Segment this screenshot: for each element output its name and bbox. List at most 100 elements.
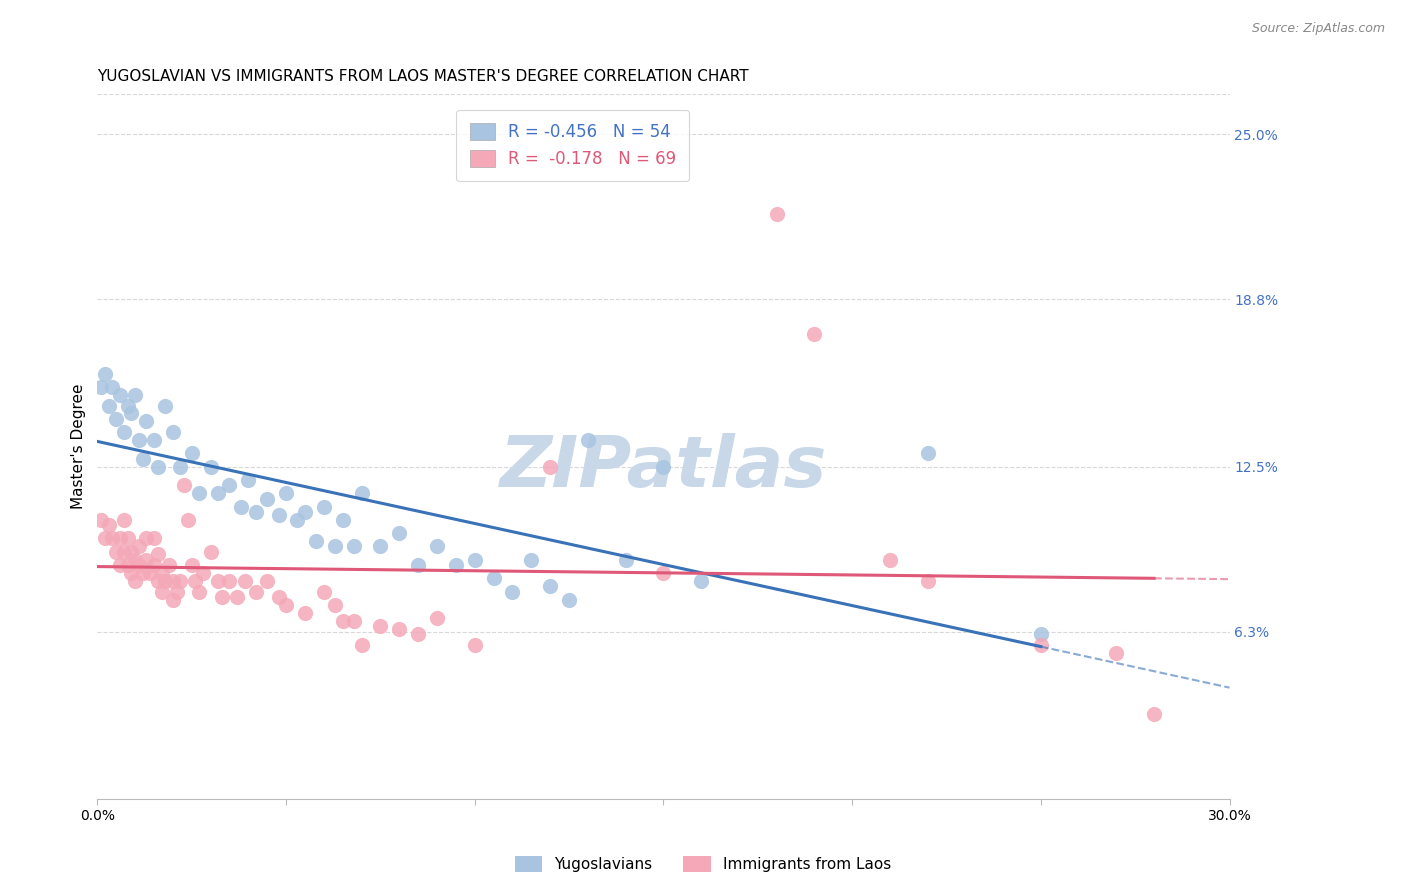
Point [97,399,120,413]
Point [1029,638,1052,652]
Point [464,638,486,652]
Point [238,473,260,487]
Point [180,558,202,572]
Point [229,500,252,514]
Point [146,548,169,562]
Point [143,558,166,572]
Point [426,540,449,554]
Point [94,532,117,546]
Point [117,532,139,546]
Point [426,611,449,625]
Point [191,566,214,580]
Point [294,606,316,620]
Point [162,592,184,607]
Point [112,425,135,439]
Point [200,459,222,474]
Point [90,513,112,527]
Point [1029,627,1052,641]
Point [124,388,146,402]
Point [332,614,354,628]
Point [150,566,173,580]
Point [576,433,599,447]
Point [108,532,131,546]
Point [166,584,188,599]
Point [343,614,366,628]
Point [135,553,157,567]
Point [765,207,787,221]
Point [101,380,124,394]
Point [323,540,346,554]
Point [162,425,184,439]
Point [218,478,240,492]
Point [188,486,211,500]
Point [173,478,195,492]
Point [274,598,297,612]
Point [112,513,135,527]
Point [120,566,142,580]
Point [538,579,561,593]
Point [135,532,157,546]
Point [124,553,146,567]
Point [97,518,120,533]
Point [444,558,467,572]
Point [350,638,373,652]
Point [139,566,162,580]
Point [128,433,150,447]
Point [388,526,411,541]
Point [256,574,278,588]
Point [131,451,153,466]
Point [101,532,124,546]
Point [464,553,486,567]
Point [652,566,675,580]
Point [690,574,713,588]
Point [370,540,392,554]
Point [207,486,229,500]
Point [200,545,222,559]
Point [150,584,173,599]
Point [120,545,142,559]
Point [211,590,233,604]
Point [188,584,211,599]
Point [879,553,901,567]
Point [169,459,191,474]
Point [803,326,825,341]
Point [105,545,128,559]
Point [143,433,166,447]
Point [343,540,366,554]
Point [112,545,135,559]
Text: Source: ZipAtlas.com: Source: ZipAtlas.com [1251,22,1385,36]
Point [323,598,346,612]
Point [305,534,328,549]
Text: YUGOSLAVIAN VS IMMIGRANTS FROM LAOS MASTER'S DEGREE CORRELATION CHART: YUGOSLAVIAN VS IMMIGRANTS FROM LAOS MAST… [97,69,749,84]
Y-axis label: Master's Degree: Master's Degree [72,384,86,509]
Point [917,574,939,588]
Point [128,540,150,554]
Point [177,513,200,527]
Point [180,446,202,460]
Point [294,505,316,519]
Point [652,459,675,474]
Point [1105,646,1128,660]
Point [406,558,429,572]
Point [267,590,290,604]
Point [131,566,153,580]
Point [332,513,354,527]
Point [245,584,267,599]
Point [146,574,169,588]
Point [135,415,157,429]
Point [120,407,142,421]
Point [256,491,278,506]
Point [226,590,249,604]
Point [155,574,177,588]
Legend: R = -0.456   N = 54, R =  -0.178   N = 69: R = -0.456 N = 54, R = -0.178 N = 69 [457,110,689,181]
Point [90,380,112,394]
Point [128,558,150,572]
Point [117,558,139,572]
Point [287,513,309,527]
Point [267,508,290,522]
Point [1143,706,1166,721]
Point [169,574,191,588]
Point [370,619,392,633]
Point [124,574,146,588]
Point [218,574,240,588]
